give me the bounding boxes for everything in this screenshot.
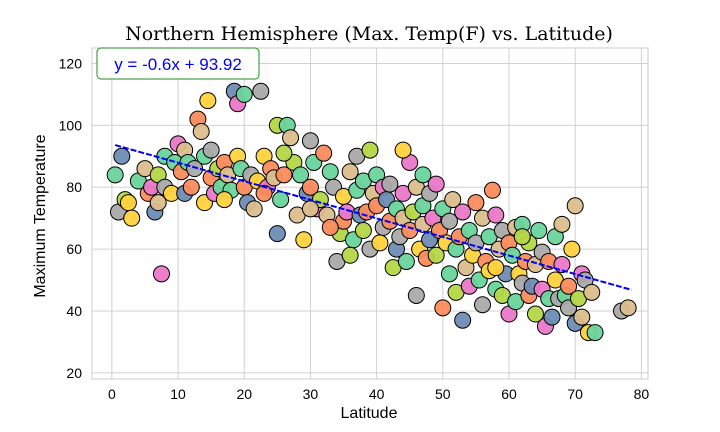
data-point (560, 277, 578, 295)
data-point (215, 191, 233, 209)
data-point (341, 163, 359, 181)
data-point (434, 299, 452, 317)
data-point (301, 132, 319, 150)
y-tick-label: 100 (59, 117, 83, 133)
data-point (354, 222, 372, 240)
data-point (394, 141, 412, 159)
x-tick-label: 40 (369, 386, 385, 402)
data-point (255, 184, 273, 202)
equation-annotation: y = -0.6x + 93.92 (96, 47, 260, 80)
data-point (526, 305, 544, 323)
data-point (474, 296, 492, 314)
data-point (245, 200, 263, 218)
data-point (252, 82, 270, 100)
data-point (553, 215, 571, 233)
data-point (487, 206, 505, 224)
data-point (487, 259, 505, 277)
data-point (407, 286, 425, 304)
data-point (440, 265, 458, 283)
chart-title: Northern Hemisphere (Max. Temp(F) vs. La… (125, 23, 613, 45)
data-point (341, 246, 359, 264)
data-point (282, 129, 300, 147)
data-point (371, 234, 389, 252)
data-point (199, 92, 217, 110)
data-point (268, 225, 286, 243)
equation-text: y = -0.6x + 93.92 (114, 55, 242, 74)
data-point (202, 141, 220, 159)
data-point (553, 256, 571, 274)
data-point (440, 212, 458, 230)
axes-frame (91, 47, 649, 380)
data-point (113, 147, 131, 165)
x-tick-label: 70 (567, 386, 583, 402)
x-tick-label: 80 (634, 386, 650, 402)
data-point (444, 191, 462, 209)
plot-border (91, 47, 649, 380)
x-axis-ticks: 0 10 20 30 40 50 60 70 80 (108, 386, 649, 402)
x-tick-label: 60 (501, 386, 517, 402)
data-point (301, 200, 319, 218)
x-tick-label: 20 (236, 386, 252, 402)
data-point (586, 324, 604, 342)
regression-line-group (114, 144, 632, 291)
data-point (275, 144, 293, 162)
data-point (301, 178, 319, 196)
data-point (427, 175, 445, 193)
data-point (467, 194, 485, 212)
equation-box (96, 47, 260, 80)
data-point (235, 85, 253, 103)
data-point (573, 308, 591, 326)
data-point (566, 197, 584, 215)
data-point (619, 299, 637, 317)
data-point (454, 311, 472, 329)
y-tick-label: 80 (66, 179, 82, 195)
y-tick-label: 20 (66, 365, 82, 381)
data-point (530, 222, 548, 240)
data-point (397, 252, 415, 270)
x-tick-label: 30 (303, 386, 319, 402)
data-point (427, 246, 445, 264)
data-point (315, 144, 333, 162)
y-tick-label: 40 (66, 303, 82, 319)
x-axis-label: Latitude (341, 405, 398, 422)
data-point (149, 194, 167, 212)
x-tick-label: 50 (435, 386, 451, 402)
data-point (182, 178, 200, 196)
data-point (123, 209, 141, 227)
data-point (361, 141, 379, 159)
data-points (106, 82, 637, 342)
data-point (192, 123, 210, 141)
data-point (543, 308, 561, 326)
y-tick-label: 60 (66, 241, 82, 257)
y-axis-ticks: 20 40 60 80 100 120 (59, 55, 83, 380)
data-point (295, 231, 313, 249)
data-point (275, 166, 293, 184)
data-point (321, 218, 339, 236)
data-point (119, 194, 137, 212)
x-tick-label: 0 (108, 386, 116, 402)
data-point (106, 166, 124, 184)
data-point (321, 163, 339, 181)
data-point (583, 283, 601, 301)
data-point (454, 203, 472, 221)
data-point (414, 166, 432, 184)
data-point (483, 181, 501, 199)
x-tick-label: 10 (170, 386, 186, 402)
y-tick-label: 120 (59, 55, 83, 71)
data-point (292, 166, 309, 184)
data-point (381, 175, 399, 193)
data-point (563, 240, 581, 258)
y-axis-label: Maximum Temperature (32, 134, 49, 297)
regression-line (114, 144, 632, 291)
data-point (153, 265, 170, 283)
data-point (513, 228, 531, 246)
